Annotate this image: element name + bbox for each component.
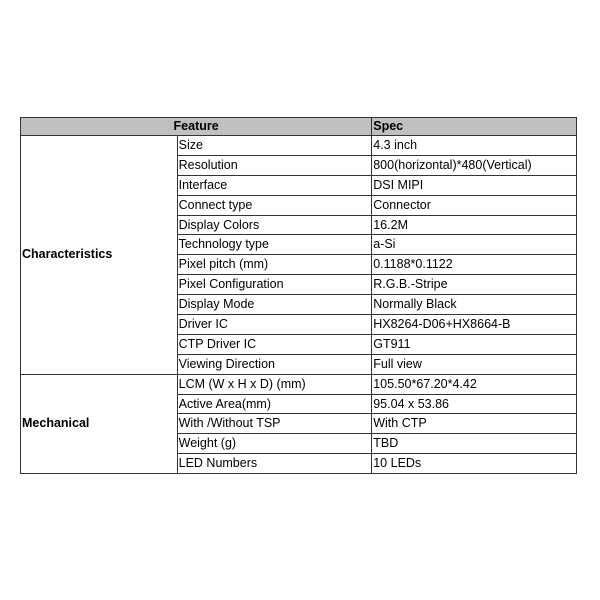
header-feature: Feature bbox=[19, 117, 373, 136]
feature-cell: Driver IC bbox=[176, 314, 373, 335]
feature-cell: Connect type bbox=[176, 194, 373, 216]
spec-cell: DSI MIPI bbox=[371, 174, 577, 196]
feature-cell: Pixel Configuration bbox=[176, 274, 373, 296]
spec-cell: 16.2M bbox=[371, 214, 577, 236]
table-row: Connect type Connector bbox=[21, 194, 577, 216]
spec-table: Feature Spec Characteristics Size 4.3 inch… bbox=[19, 117, 577, 475]
table-row: With /Without TSP With CTP bbox=[21, 413, 577, 435]
feature-cell: LCM (W x H x D) (mm) bbox=[176, 373, 373, 395]
spec-cell: 800(horizontal)*480(Vertical) bbox=[371, 154, 577, 176]
table-row: Viewing Direction Full view bbox=[21, 353, 577, 375]
feature-cell: Display Colors bbox=[176, 214, 373, 236]
feature-cell: CTP Driver IC bbox=[176, 333, 373, 355]
table-row: Driver IC HX8264-D06+HX8664-B bbox=[21, 314, 577, 335]
spec-cell: TBD bbox=[371, 433, 577, 455]
spec-cell: 105.50*67.20*4.42 bbox=[371, 373, 577, 395]
spec-cell: Connector bbox=[371, 194, 577, 216]
table-row: Display Mode Normally Black bbox=[21, 294, 577, 316]
feature-cell: Weight (g) bbox=[176, 433, 373, 455]
table-row: CTP Driver IC GT911 bbox=[21, 333, 577, 355]
spec-cell: HX8264-D06+HX8664-B bbox=[371, 314, 577, 335]
spec-cell: 4.3 inch bbox=[371, 135, 577, 156]
feature-cell: Size bbox=[176, 135, 373, 156]
spec-cell: GT911 bbox=[371, 333, 577, 355]
feature-cell: With /Without TSP bbox=[176, 413, 373, 435]
spec-cell: 95.04 x 53.86 bbox=[371, 393, 577, 415]
spec-cell: Full view bbox=[371, 353, 577, 375]
header-spec: Spec bbox=[371, 117, 577, 136]
spec-cell: 0.1188*0.1122 bbox=[371, 254, 577, 276]
table-row: Pixel Configuration R.G.B.-Stripe bbox=[21, 274, 577, 296]
group-label: Mechanical bbox=[20, 373, 178, 475]
table-row: Technology type a-Si bbox=[21, 234, 577, 256]
spec-cell: With CTP bbox=[371, 413, 577, 435]
spec-cell: 10 LEDs bbox=[371, 453, 577, 475]
spec-cell: Normally Black bbox=[371, 294, 577, 316]
feature-cell: Active Area(mm) bbox=[176, 393, 373, 415]
feature-cell: LED Numbers bbox=[176, 453, 373, 475]
table-row: Characteristics Size 4.3 inch bbox=[20, 135, 577, 375]
spec-cell: a-Si bbox=[371, 234, 577, 256]
feature-cell: Pixel pitch (mm) bbox=[176, 254, 373, 276]
feature-cell: Technology type bbox=[176, 234, 373, 256]
feature-cell: Viewing Direction bbox=[176, 353, 373, 375]
feature-cell: Interface bbox=[176, 174, 373, 196]
spec-cell: R.G.B.-Stripe bbox=[371, 274, 577, 296]
header-row: Feature Spec bbox=[19, 117, 577, 136]
feature-cell: Display Mode bbox=[176, 294, 373, 316]
group-label: Characteristics bbox=[20, 135, 178, 375]
feature-cell: Resolution bbox=[176, 154, 373, 176]
table-row: LED Numbers 10 LEDs bbox=[21, 453, 577, 475]
table-row: Mechanical LCM (W x H x D) (mm) 105.50*67.… bbox=[20, 373, 577, 475]
